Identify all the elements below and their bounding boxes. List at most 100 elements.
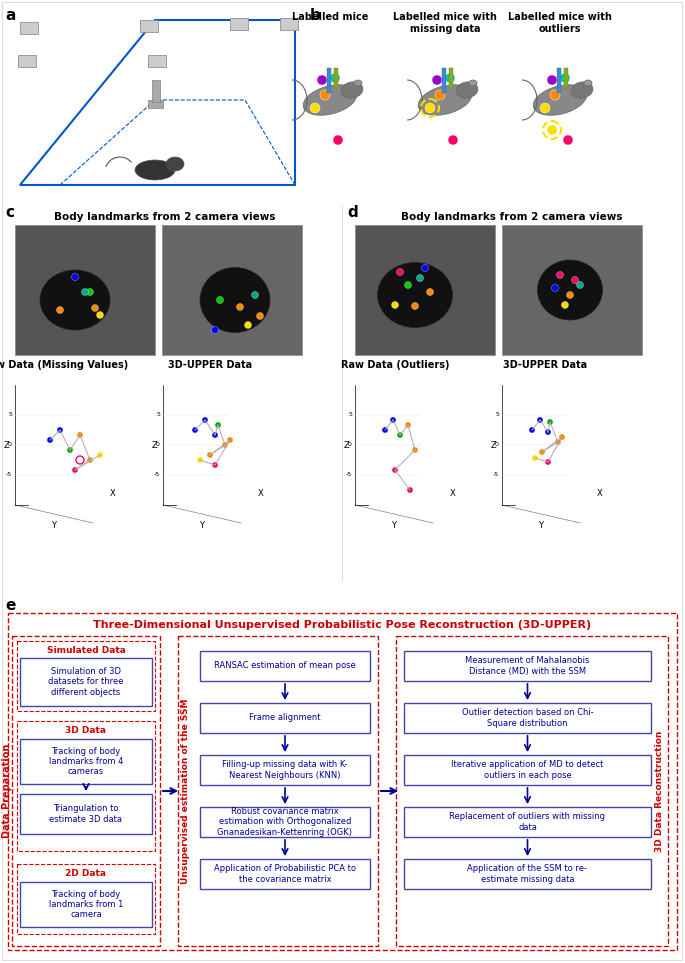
Text: X: X (258, 488, 263, 498)
Ellipse shape (166, 157, 184, 171)
Circle shape (390, 417, 396, 423)
Circle shape (566, 292, 573, 299)
Circle shape (222, 442, 228, 448)
Text: Triangulation to
estimate 3D data: Triangulation to estimate 3D data (49, 804, 123, 823)
Circle shape (77, 432, 83, 438)
Circle shape (405, 281, 412, 289)
Ellipse shape (40, 270, 110, 330)
Text: Z: Z (491, 440, 497, 450)
FancyBboxPatch shape (355, 225, 495, 355)
FancyBboxPatch shape (200, 755, 370, 785)
Circle shape (551, 284, 558, 292)
Circle shape (86, 289, 93, 296)
Circle shape (310, 103, 320, 113)
Circle shape (545, 429, 551, 435)
Circle shape (212, 432, 218, 438)
Circle shape (227, 437, 233, 443)
Circle shape (212, 326, 219, 333)
Text: Application of Probabilistic PCA to
the covariance matrix: Application of Probabilistic PCA to the … (214, 865, 356, 884)
FancyBboxPatch shape (502, 225, 642, 355)
FancyBboxPatch shape (200, 651, 370, 681)
FancyBboxPatch shape (20, 882, 152, 927)
Text: -5: -5 (346, 473, 352, 478)
Text: Filling-up missing data with K-
Nearest Neighbours (KNN): Filling-up missing data with K- Nearest … (222, 761, 348, 780)
Circle shape (320, 90, 330, 100)
Circle shape (216, 297, 223, 303)
FancyBboxPatch shape (148, 100, 163, 108)
Circle shape (236, 303, 243, 310)
Circle shape (330, 73, 340, 83)
Circle shape (97, 311, 103, 319)
Text: b: b (310, 8, 321, 23)
Circle shape (405, 422, 411, 428)
Circle shape (192, 427, 198, 433)
FancyBboxPatch shape (404, 651, 651, 681)
Text: 0: 0 (8, 443, 12, 448)
Circle shape (412, 302, 419, 309)
FancyBboxPatch shape (449, 68, 453, 88)
FancyBboxPatch shape (140, 20, 158, 32)
Ellipse shape (571, 82, 593, 98)
Circle shape (76, 456, 84, 464)
FancyBboxPatch shape (200, 703, 370, 733)
FancyBboxPatch shape (20, 22, 38, 34)
Circle shape (547, 125, 557, 135)
Circle shape (56, 306, 64, 314)
Text: Raw Data (Missing Values): Raw Data (Missing Values) (0, 360, 128, 370)
Text: X: X (449, 488, 456, 498)
Text: e: e (5, 598, 15, 613)
Circle shape (550, 90, 560, 100)
FancyBboxPatch shape (404, 807, 651, 837)
Text: c: c (5, 205, 14, 220)
Text: 3D-UPPER Data: 3D-UPPER Data (168, 360, 252, 370)
Circle shape (563, 135, 573, 145)
Circle shape (397, 269, 403, 275)
Text: 2D Data: 2D Data (66, 869, 106, 878)
Text: a: a (5, 8, 15, 23)
Circle shape (212, 462, 218, 468)
Circle shape (407, 487, 413, 493)
FancyBboxPatch shape (20, 658, 152, 706)
Text: X: X (597, 488, 602, 498)
Ellipse shape (303, 85, 357, 116)
Text: Simulated Data: Simulated Data (47, 646, 125, 655)
Circle shape (82, 289, 88, 296)
Circle shape (540, 103, 550, 113)
Circle shape (445, 73, 455, 83)
Ellipse shape (584, 80, 592, 86)
Circle shape (197, 457, 203, 463)
Circle shape (47, 437, 53, 443)
FancyBboxPatch shape (20, 794, 152, 834)
Circle shape (421, 265, 429, 272)
Circle shape (87, 457, 93, 463)
FancyBboxPatch shape (18, 55, 36, 67)
Circle shape (92, 304, 99, 311)
Text: RANSAC estimation of mean pose: RANSAC estimation of mean pose (214, 662, 356, 670)
Text: Y: Y (538, 520, 543, 530)
Text: -5: -5 (154, 473, 160, 478)
Text: -5: -5 (493, 473, 499, 478)
Text: 3D Data: 3D Data (66, 726, 106, 735)
Circle shape (547, 75, 557, 85)
Circle shape (537, 417, 543, 423)
Text: Measurement of Mahalanobis
Distance (MD) with the SSM: Measurement of Mahalanobis Distance (MD)… (465, 657, 590, 676)
Circle shape (529, 427, 535, 433)
Circle shape (571, 276, 579, 283)
Text: 5: 5 (495, 412, 499, 418)
Ellipse shape (538, 260, 603, 320)
Circle shape (425, 103, 435, 113)
Ellipse shape (341, 82, 363, 98)
FancyBboxPatch shape (334, 68, 338, 88)
Circle shape (416, 274, 423, 281)
FancyBboxPatch shape (148, 55, 166, 67)
Text: 5: 5 (8, 412, 12, 418)
Text: 3D Data Reconstruction: 3D Data Reconstruction (656, 730, 664, 851)
Text: Tracking of body
landmarks from 4
cameras: Tracking of body landmarks from 4 camera… (49, 746, 123, 776)
Circle shape (245, 322, 251, 328)
FancyBboxPatch shape (230, 18, 248, 30)
Text: X: X (110, 488, 115, 498)
Text: Frame alignment: Frame alignment (249, 714, 321, 722)
Text: Z: Z (152, 440, 158, 450)
Ellipse shape (469, 80, 477, 86)
Text: Body landmarks from 2 camera views: Body landmarks from 2 camera views (401, 212, 623, 222)
